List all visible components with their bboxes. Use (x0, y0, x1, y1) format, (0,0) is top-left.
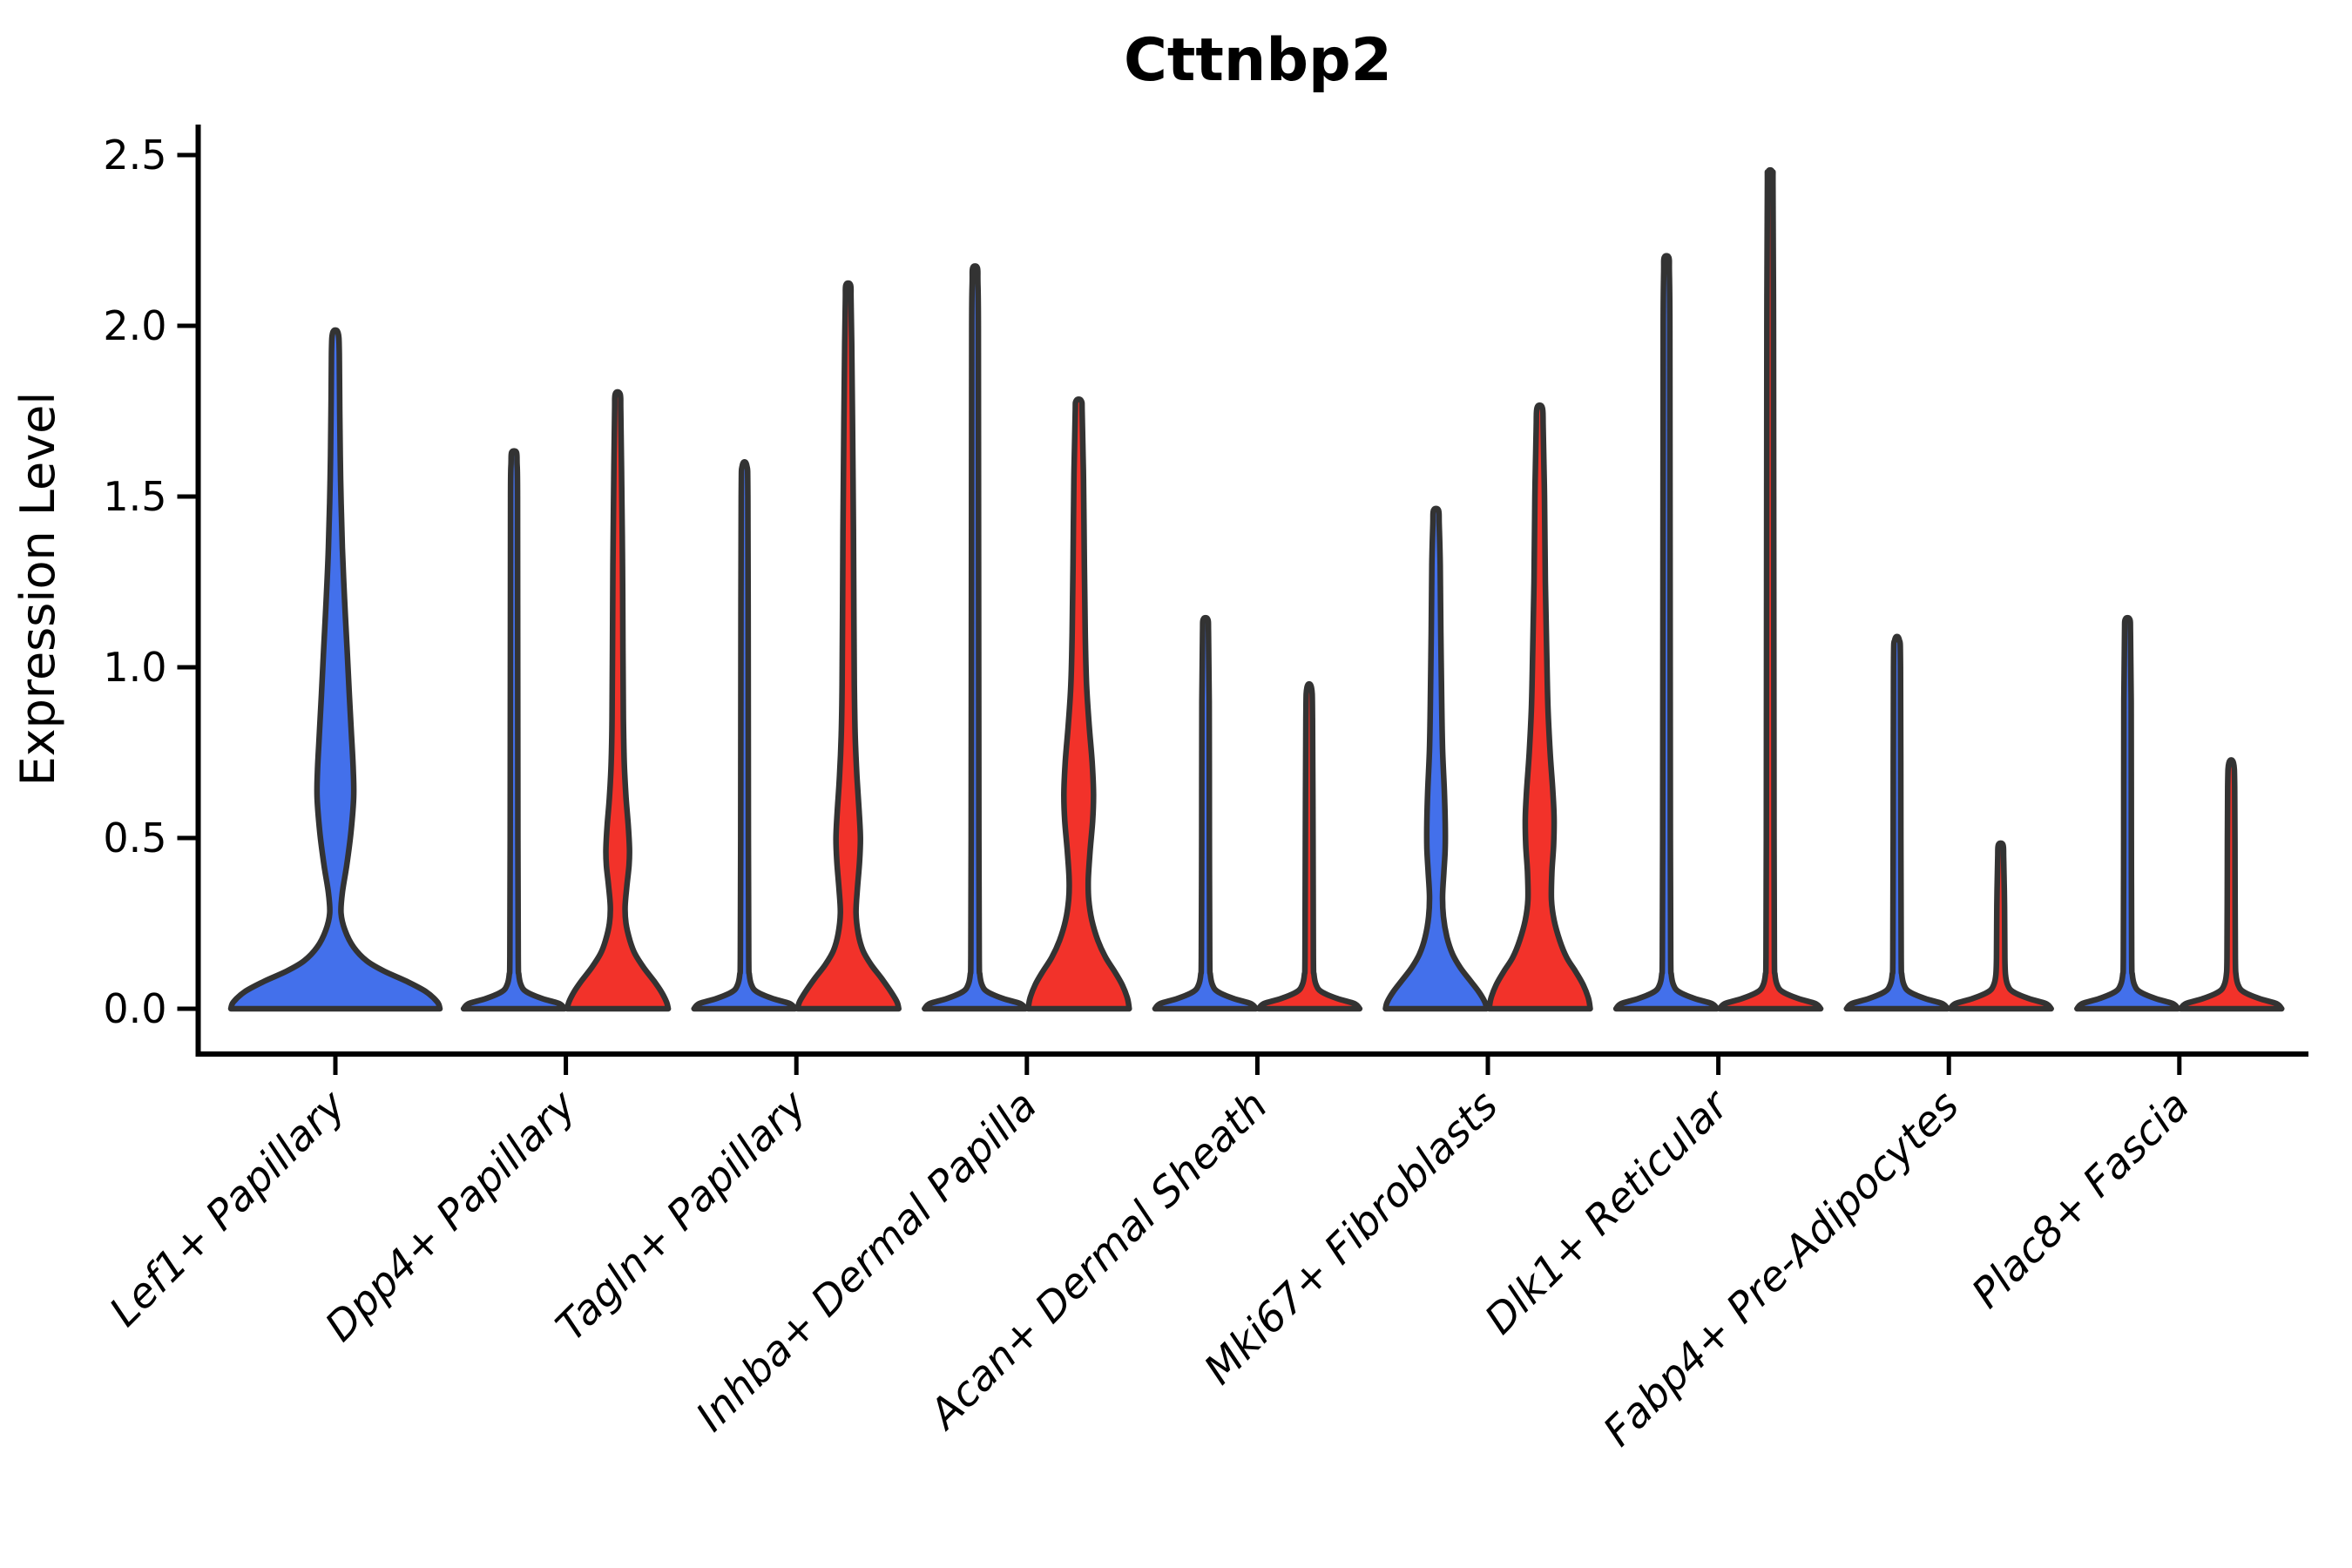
violin-lef1-papillary-center-blue (227, 327, 443, 1012)
violin-inhba-dermal-papilla-right-red (1025, 396, 1132, 1012)
violin-acan-dermal-sheath-right-red (1255, 680, 1363, 1012)
violin-dpp4-papillary-right-red (564, 389, 672, 1012)
y-tick-label: 1.5 (103, 473, 166, 520)
y-tick-label: 0.5 (103, 814, 166, 862)
violin-inhba-dermal-papilla-left-blue (922, 263, 1029, 1012)
x-tick-label-2: Dpp4+ Papillary (316, 1081, 586, 1351)
y-tick-label: 0.0 (103, 985, 166, 1032)
violin-dpp4-papillary-left-blue (460, 448, 568, 1012)
violin-tagln-papillary-right-red (794, 280, 902, 1012)
violin-layer (227, 166, 2285, 1012)
x-tick-label-7: Dlk1+ Reticular (1476, 1080, 1740, 1344)
violin-plac8-fascia-right-red (2178, 757, 2285, 1012)
x-tick-label-9: Plac8+ Fascia (1963, 1082, 2199, 1318)
chart-title: Cttnbp2 (1124, 26, 1392, 95)
violin-plac8-fascia-left-blue (2074, 614, 2181, 1012)
violin-mki67-fibroblasts-left-blue (1382, 505, 1490, 1012)
violin-fabp4-pre-adipocytes-left-blue (1843, 633, 1950, 1012)
violin-dlk1-reticular-left-blue (1612, 253, 1720, 1012)
violin-fabp4-pre-adipocytes-right-red (1947, 840, 2054, 1012)
violin-dlk1-reticular-right-red (1716, 166, 1824, 1012)
x-tick-label-3: Tagln+ Papillary (547, 1081, 817, 1351)
y-tick-label: 2.5 (103, 132, 166, 179)
y-tick-label: 2.0 (103, 302, 166, 349)
violin-acan-dermal-sheath-left-blue (1152, 614, 1260, 1012)
x-tick-label-1: Lef1+ Papillary (100, 1081, 355, 1336)
violin-mki67-fibroblasts-right-red (1486, 402, 1593, 1012)
y-axis-label: Expression Level (10, 392, 65, 787)
violin-tagln-papillary-left-blue (691, 459, 798, 1012)
y-tick-label: 1.0 (103, 644, 166, 691)
